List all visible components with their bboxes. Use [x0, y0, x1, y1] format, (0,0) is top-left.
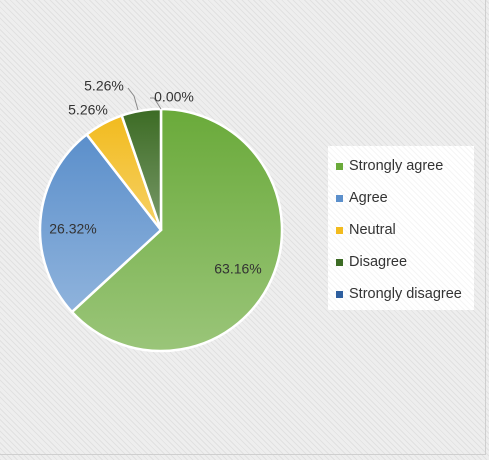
legend-swatch-strongly-disagree	[336, 290, 343, 298]
legend-label-neutral: Neutral	[349, 222, 396, 238]
legend-item-strongly-disagree: Strongly disagree	[336, 284, 462, 304]
legend-swatch-disagree	[336, 258, 343, 266]
leader-line-strongly-disagree	[150, 97, 162, 110]
legend-swatch-agree	[336, 194, 343, 202]
legend-label-strongly-disagree: Strongly disagree	[349, 286, 462, 302]
data-label-agree: 26.32%	[49, 221, 96, 237]
pie-slice-strongly-agree	[70, 107, 284, 353]
legend-swatch-strongly-agree	[336, 162, 343, 170]
legend-item-disagree: Disagree	[336, 252, 407, 272]
legend-swatch-neutral	[336, 226, 343, 234]
data-label-disagree: 5.26%	[84, 78, 124, 94]
legend-item-neutral: Neutral	[336, 220, 396, 240]
data-label-neutral: 5.26%	[68, 102, 108, 118]
leader-line-disagree	[127, 87, 139, 111]
data-label-strongly-disagree: 0.00%	[154, 89, 194, 105]
legend-label-agree: Agree	[349, 190, 388, 206]
legend-item-agree: Agree	[336, 188, 388, 208]
legend-label-disagree: Disagree	[349, 254, 408, 270]
legend-item-strongly-agree: Strongly agree	[336, 156, 443, 176]
legend-label-strongly-agree: Strongly agree	[349, 158, 444, 174]
pie-slice-agree	[38, 133, 163, 314]
legend: Strongly agree Agree Neutral Disagree St…	[328, 146, 474, 310]
data-label-strongly-agree: 63.16%	[214, 261, 261, 277]
